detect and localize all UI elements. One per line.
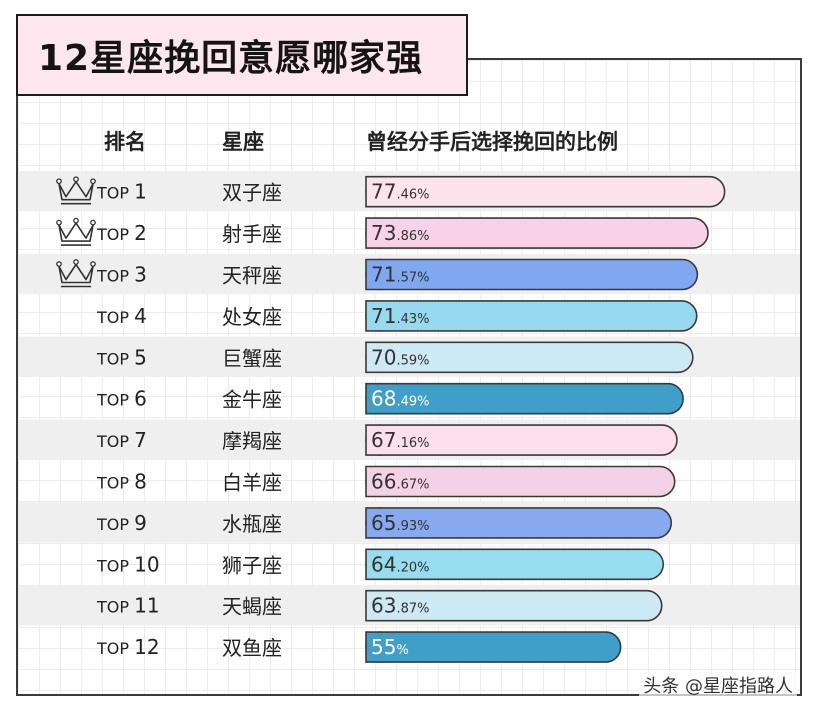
rank-label: TOP 8 <box>96 470 147 494</box>
bar-left-fill <box>366 176 381 207</box>
bar-left-edge <box>365 258 381 291</box>
rank-label: TOP 12 <box>96 635 160 659</box>
bar-left-edge <box>365 631 381 663</box>
crown-icon-jewel <box>73 176 79 183</box>
category-label: 水瓶座 <box>222 512 282 536</box>
data-label: 67.16% <box>371 428 429 452</box>
watermark: 头条 @星座指路人 <box>639 672 797 698</box>
bar-left-fill <box>366 259 381 290</box>
rank-label: TOP 6 <box>96 387 147 411</box>
category-label: 双子座 <box>222 181 282 205</box>
crown-icon-jewel <box>73 217 79 224</box>
rank-label: TOP 10 <box>96 552 160 576</box>
category-label: 天秤座 <box>222 264 282 288</box>
crown-icon-jewel <box>56 219 62 226</box>
data-label: 55% <box>371 635 409 659</box>
crown-icon-jewel <box>56 178 62 185</box>
data-label: 66.67% <box>371 470 429 494</box>
crown-icon-jewel <box>90 261 96 267</box>
data-label: 77.46% <box>371 180 429 204</box>
data-label: 65.93% <box>371 511 429 535</box>
rank-label: TOP 9 <box>96 511 147 535</box>
crown-icon <box>58 263 94 284</box>
category-label: 处女座 <box>222 305 282 329</box>
data-label: 71.57% <box>371 263 429 287</box>
bar-left-edge <box>365 341 381 374</box>
bar-left-fill <box>366 425 381 456</box>
category-label: 巨蟹座 <box>222 346 282 370</box>
crown-icon <box>58 222 94 242</box>
rank-label: TOP 3 <box>96 263 147 287</box>
bar-left-fill <box>366 507 381 538</box>
bar-left-fill <box>366 383 381 414</box>
bar-left-edge <box>365 589 381 622</box>
header-rank: 排名 <box>104 130 146 154</box>
bar-left-edge <box>365 548 381 581</box>
category-label: 射手座 <box>222 222 282 246</box>
crown-icon <box>58 180 94 201</box>
rank-label: TOP 4 <box>96 304 147 328</box>
bar-left-fill <box>366 466 381 497</box>
bar-left-fill <box>366 218 381 249</box>
data-label: 63.87% <box>371 594 429 618</box>
data-label: 73.86% <box>371 221 429 245</box>
bar-left-fill <box>366 549 381 580</box>
header-sign: 星座 <box>222 130 264 154</box>
rank-label: TOP 7 <box>96 428 147 452</box>
bar-left-edge <box>365 465 381 498</box>
bar-left-edge <box>365 382 381 415</box>
bar-left-fill <box>366 632 381 663</box>
category-label: 天蝎座 <box>222 595 282 619</box>
bar-left-edge <box>365 300 381 332</box>
bar-left-fill <box>366 590 381 621</box>
rank-label: TOP 5 <box>96 345 147 369</box>
category-label: 摩羯座 <box>222 429 282 453</box>
bar-left-edge <box>365 217 381 249</box>
data-label: 68.49% <box>371 387 429 411</box>
bar-left-edge <box>365 175 381 208</box>
crown-icon-jewel <box>90 219 96 226</box>
rank-label: TOP 1 <box>96 180 147 204</box>
data-label: 71.43% <box>371 304 429 328</box>
bar-left-fill <box>366 342 381 373</box>
bar-left-edge <box>365 507 381 539</box>
chart-title: 12星座挽回意愿哪家强 <box>16 14 468 96</box>
data-label: 64.20% <box>371 552 429 576</box>
crown-icon-jewel <box>56 261 62 267</box>
bar-left-fill <box>366 300 381 331</box>
crown-icon-jewel <box>90 178 96 185</box>
crown-icon-jewel <box>73 259 79 265</box>
category-label: 双鱼座 <box>222 636 282 660</box>
bar-left-edge <box>365 424 381 456</box>
rank-label: TOP 2 <box>96 221 147 245</box>
rank-label: TOP 11 <box>96 594 160 618</box>
category-label: 金牛座 <box>222 388 282 412</box>
category-label: 白羊座 <box>222 471 282 495</box>
header-value: 曾经分手后选择挽回的比例 <box>366 130 618 154</box>
category-label: 狮子座 <box>222 553 282 577</box>
data-label: 70.59% <box>371 345 429 369</box>
